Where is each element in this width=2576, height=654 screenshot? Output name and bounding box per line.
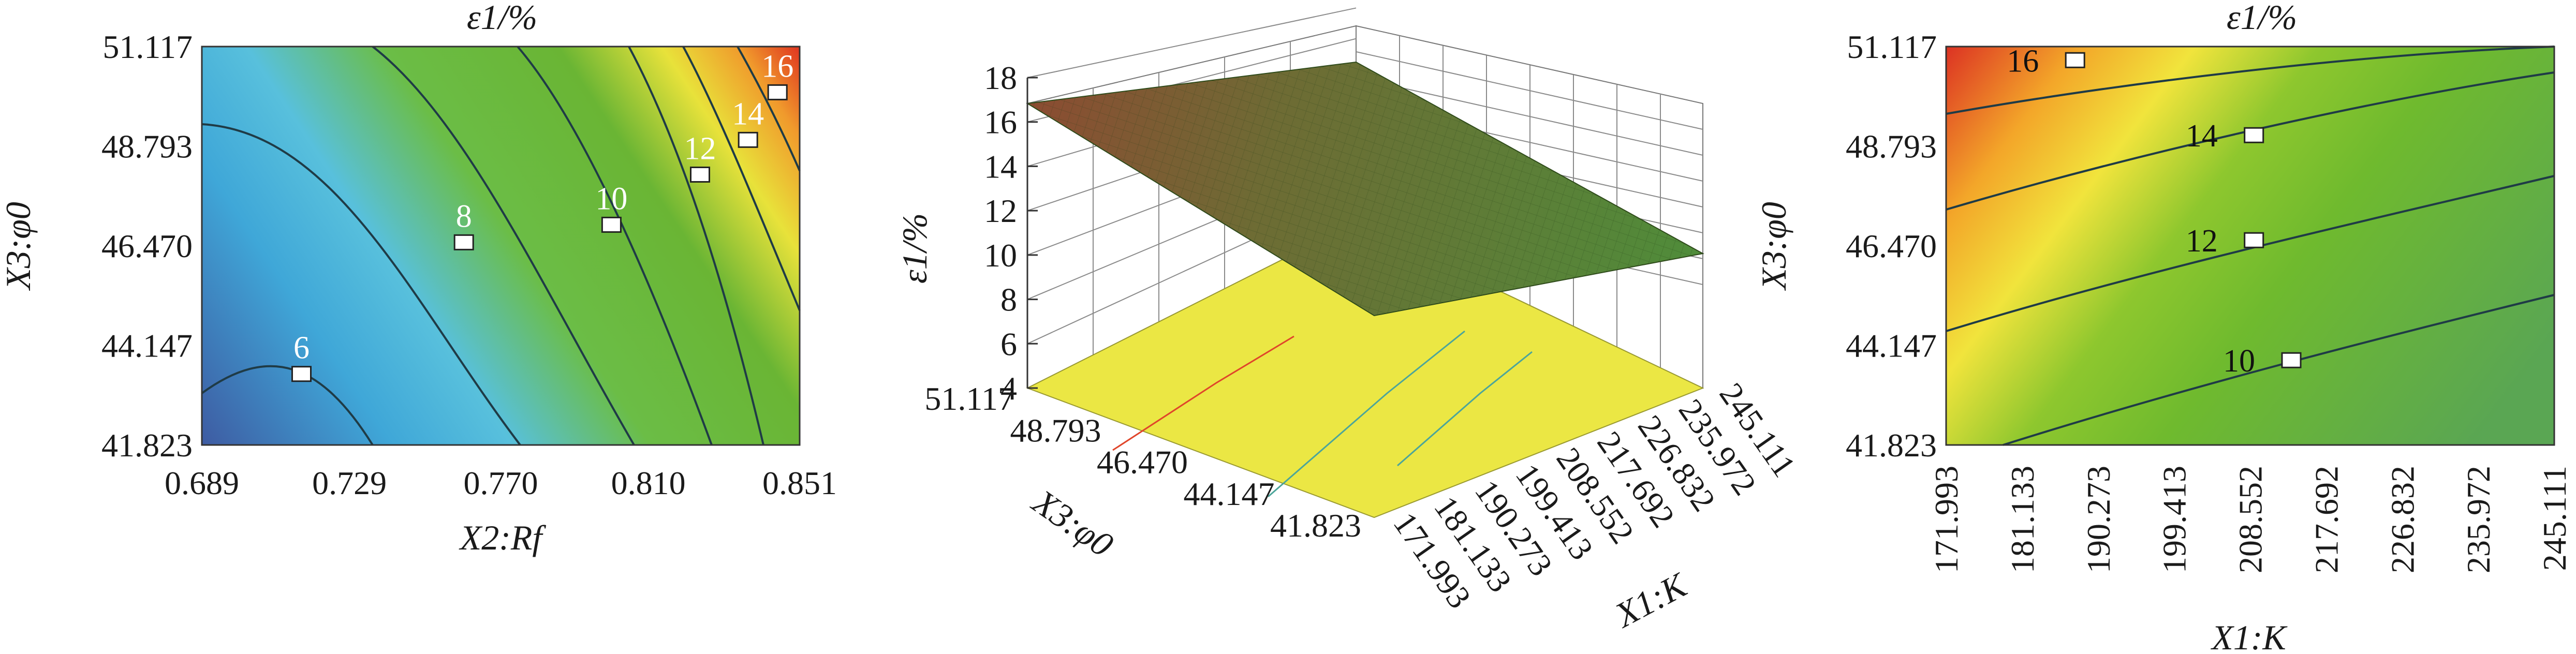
contour-label: 12 <box>2186 224 2218 259</box>
contour-label: 16 <box>761 49 793 84</box>
contour-label-marker <box>453 234 474 250</box>
z-tick-labels: 4 6 8 10 12 14 16 18 <box>984 60 1038 407</box>
left-x-tick: 0.770 <box>464 465 538 501</box>
left-contour-panel: ε1/% 6 8 10 12 14 16 0.689 0.729 0.770 0.810 0.85… <box>0 0 837 557</box>
z-tick: 6 <box>1000 325 1017 362</box>
right-x-tick: 190.273 <box>2080 466 2117 573</box>
right-plot-frame <box>1945 46 2555 446</box>
front-right-tick-labels: 171.993181.133190.273199.413208.552217.6… <box>1387 376 1803 615</box>
z-tick: 18 <box>984 60 1017 96</box>
contour-label: 8 <box>456 199 472 234</box>
left-plot-frame <box>201 46 801 446</box>
front-left-tick: 51.117 <box>924 380 1014 417</box>
contour-label: 14 <box>732 96 764 131</box>
floor-contour-line-3 <box>1397 351 1533 467</box>
left-x-tick: 0.729 <box>312 465 387 501</box>
contour-line <box>628 46 764 445</box>
contour-label: 10 <box>595 181 627 216</box>
contour-line <box>201 123 521 446</box>
left-x-tick-labels: 0.689 0.729 0.770 0.810 0.851 <box>165 465 837 501</box>
left-contour-lines <box>201 46 801 446</box>
right-x-tick: 245.111 <box>2536 466 2573 571</box>
right-y-tick-labels: 41.823 44.147 46.470 48.793 51.117 <box>1846 28 1937 464</box>
z-tick: 10 <box>984 237 1017 274</box>
right-y-tick: 51.117 <box>1847 28 1937 65</box>
contour-line <box>682 46 801 311</box>
floor-contour-line-1 <box>1112 335 1294 451</box>
contour-label-marker <box>2244 127 2264 143</box>
front-left-tick: 44.147 <box>1184 475 1275 512</box>
z-tick: 8 <box>1000 281 1017 318</box>
right-contour-labels: 16 14 12 10 <box>2007 43 2302 379</box>
wall-grid-line <box>1027 7 1357 78</box>
contour-line <box>517 46 713 445</box>
right-x-tick: 226.832 <box>2384 466 2421 573</box>
contour-label-marker <box>2065 52 2085 68</box>
surface-mesh <box>1027 62 1703 316</box>
front-left-tick: 41.823 <box>1270 507 1361 544</box>
right-y-tick: 46.470 <box>1846 228 1937 264</box>
right-x-tick: 217.692 <box>2308 466 2345 573</box>
contour-label-marker <box>767 84 788 100</box>
contour-label: 10 <box>2223 344 2255 379</box>
contour-label: 12 <box>684 131 716 166</box>
z-tick: 4 <box>1000 370 1017 407</box>
left-y-tick: 46.470 <box>101 228 193 264</box>
left-y-tick: 44.147 <box>101 327 193 364</box>
right-y-tick: 48.793 <box>1846 128 1937 165</box>
projected-floor <box>1026 221 1704 518</box>
right-y-tick: 44.147 <box>1846 327 1937 364</box>
contour-label-marker <box>738 131 758 148</box>
right-x-tick-labels: 171.993 181.133 190.273 199.413 208.552 217.6… <box>1928 466 2573 573</box>
z-tick: 14 <box>984 148 1017 185</box>
left-x-axis-label: X2:Rf <box>459 518 547 557</box>
right-x-axis-label: X1:K <box>2210 618 2288 654</box>
left-y-tick-labels: 41.823 44.147 46.470 48.793 51.117 <box>101 28 193 464</box>
contour-line <box>1946 46 2555 115</box>
left-y-tick: 41.823 <box>101 427 193 464</box>
middle-surface-panel: 4 6 8 10 12 14 16 18 ε1/% 51.11748.79346.47044.… <box>895 7 1803 636</box>
contour-label-marker <box>690 166 710 183</box>
contour-label-marker <box>291 366 312 382</box>
front-left-axis-label: X3:φ0 <box>1024 481 1120 564</box>
contour-label-marker <box>2281 352 2302 368</box>
z-tick: 12 <box>984 192 1017 229</box>
right-y-axis-label: X3:φ0 <box>1754 202 1793 291</box>
contour-label: 6 <box>293 331 310 366</box>
front-right-axis-label: X1:K <box>1607 564 1694 636</box>
right-title: ε1/% <box>2227 0 2297 37</box>
contour-line <box>372 46 635 446</box>
contour-line <box>737 46 801 171</box>
floor-contour-line-2 <box>1268 330 1465 498</box>
z-tick: 16 <box>984 104 1017 141</box>
left-title: ε1/% <box>467 0 537 37</box>
front-left-tick: 46.470 <box>1097 444 1188 481</box>
contour-label: 16 <box>2007 43 2039 79</box>
left-x-tick: 0.689 <box>165 465 239 501</box>
contour-label-marker <box>2244 232 2264 248</box>
contour-label: 14 <box>2186 118 2218 154</box>
left-contour-labels: 6 8 10 12 14 16 <box>291 49 793 382</box>
front-left-tick: 48.793 <box>1010 412 1101 449</box>
left-y-tick: 48.793 <box>101 128 193 165</box>
right-contour-panel: ε1/% 16 14 12 10 171.993 181.133 190.273 199.4… <box>1754 0 2573 654</box>
wall-grid-line <box>1356 77 1703 156</box>
right-y-tick: 41.823 <box>1846 427 1937 464</box>
right-x-tick: 199.413 <box>2156 466 2193 573</box>
right-x-tick: 171.993 <box>1928 466 1965 573</box>
contour-label-marker <box>601 216 622 233</box>
right-x-tick: 181.133 <box>2004 466 2041 573</box>
right-x-tick: 208.552 <box>2232 466 2269 573</box>
left-x-tick: 0.851 <box>762 465 837 501</box>
left-y-tick: 51.117 <box>102 28 193 65</box>
left-y-axis-label: X3:φ0 <box>0 202 38 291</box>
left-x-tick: 0.810 <box>611 465 686 501</box>
right-x-tick: 235.972 <box>2460 466 2497 573</box>
wall-grid-line <box>1356 51 1703 130</box>
z-axis-label: ε1/% <box>895 213 934 284</box>
